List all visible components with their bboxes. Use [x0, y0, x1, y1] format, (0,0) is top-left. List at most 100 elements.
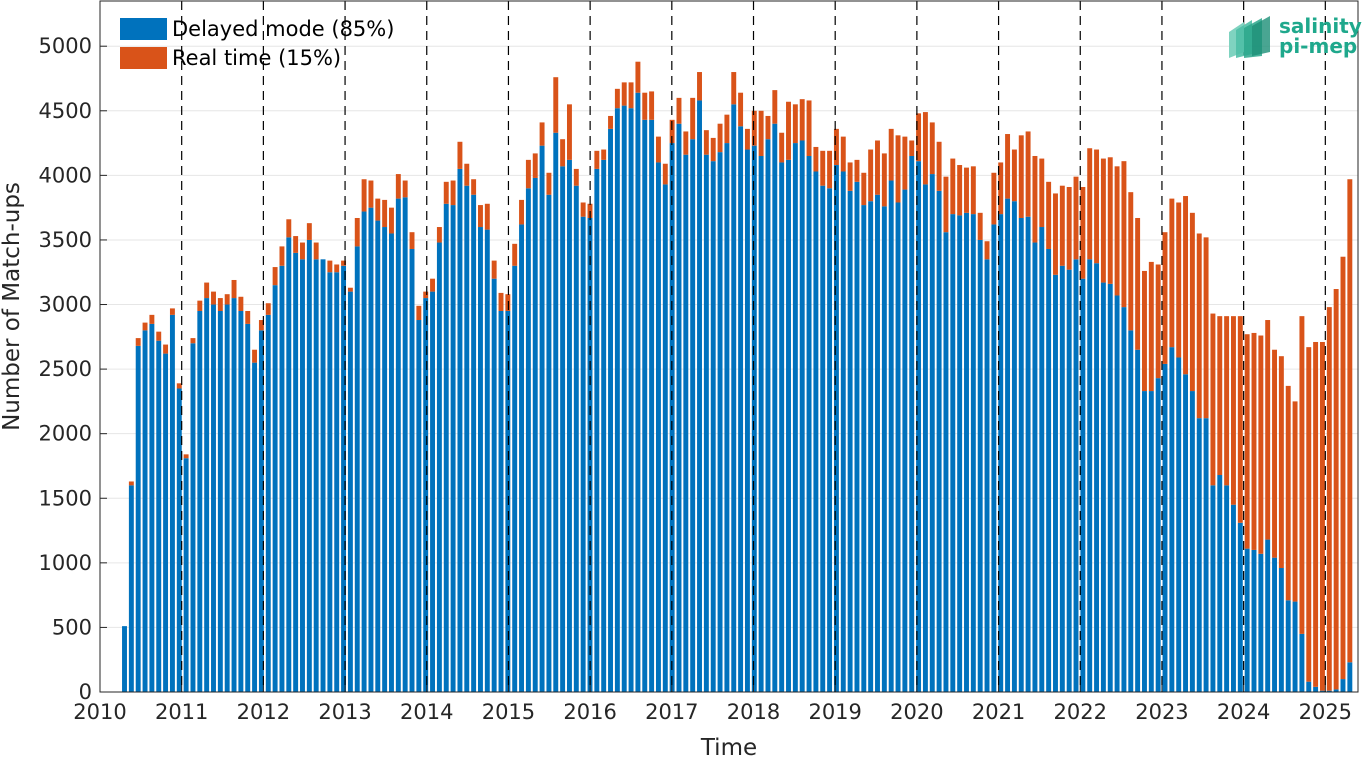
- bar-delayed: [525, 188, 531, 692]
- bar-realtime: [361, 179, 367, 212]
- bar-realtime: [875, 140, 880, 195]
- bar-realtime: [662, 163, 668, 185]
- bar-delayed: [991, 224, 997, 692]
- bar-realtime: [436, 227, 442, 243]
- bar-realtime: [833, 128, 839, 166]
- bar-realtime: [881, 153, 887, 207]
- logo-text-line2: pi-mep: [1279, 34, 1357, 58]
- logo-text-line1: salinity: [1279, 14, 1362, 38]
- bar-delayed: [183, 458, 189, 692]
- bar-delayed: [669, 143, 675, 692]
- bar-delayed: [389, 233, 394, 693]
- bar-realtime: [347, 287, 353, 292]
- bar-delayed: [1306, 681, 1312, 692]
- y-tick-label: 1500: [39, 486, 92, 510]
- bar-realtime: [176, 383, 182, 389]
- bar-delayed: [861, 205, 867, 692]
- bar-delayed: [1162, 363, 1168, 692]
- bar-realtime: [306, 223, 312, 240]
- bar-realtime: [156, 331, 162, 341]
- x-tick-label: 2014: [400, 700, 453, 724]
- bar-delayed: [1011, 201, 1017, 692]
- bar-realtime: [450, 180, 456, 206]
- bar-realtime: [1210, 313, 1216, 486]
- bar-delayed: [1347, 662, 1353, 692]
- bar-delayed: [1046, 248, 1052, 693]
- bar-realtime: [690, 97, 696, 140]
- bar-delayed: [635, 92, 641, 692]
- bar-realtime: [1066, 186, 1072, 270]
- year-separators: [181, 1, 1326, 692]
- bar-delayed: [1128, 330, 1134, 692]
- bar-delayed: [1292, 601, 1298, 692]
- bar-realtime: [382, 199, 388, 228]
- bar-delayed: [888, 180, 894, 692]
- bar-delayed: [608, 128, 613, 692]
- bar-delayed: [217, 310, 223, 692]
- bar-delayed: [1169, 347, 1175, 692]
- y-tick-label: 4000: [39, 163, 92, 187]
- bar-realtime: [847, 162, 853, 191]
- bar-delayed: [1059, 265, 1065, 692]
- bar-realtime: [1196, 233, 1202, 419]
- bar-realtime: [964, 167, 969, 213]
- bar-delayed: [649, 119, 655, 692]
- x-tick-label: 2015: [482, 700, 535, 724]
- bar-delayed: [601, 159, 607, 692]
- bar-delayed: [402, 197, 408, 692]
- bar-realtime: [190, 338, 196, 344]
- bar-realtime: [922, 112, 928, 185]
- bar-delayed: [327, 272, 333, 692]
- bar-delayed: [710, 161, 716, 692]
- bar-delayed: [957, 215, 963, 692]
- x-tick-label: 2016: [563, 700, 616, 724]
- bar-delayed: [122, 626, 127, 692]
- bar-realtime: [1258, 335, 1264, 554]
- bar-delayed: [156, 340, 162, 692]
- bar-realtime: [1306, 347, 1312, 682]
- bar-realtime: [840, 136, 846, 172]
- bar-realtime: [1011, 149, 1017, 202]
- bar-realtime: [703, 130, 709, 155]
- bar-realtime: [1203, 237, 1209, 419]
- bar-delayed: [1073, 259, 1079, 692]
- bar-realtime: [1265, 320, 1271, 540]
- x-tick-label: 2023: [1135, 700, 1188, 724]
- bar-delayed: [751, 145, 757, 692]
- bar-realtime: [573, 168, 579, 186]
- y-tick-label: 0: [79, 680, 92, 704]
- bar-realtime: [204, 282, 210, 299]
- bar-delayed: [382, 227, 388, 692]
- bar-delayed: [313, 259, 319, 692]
- legend-swatch-delayed: [120, 18, 167, 40]
- bar-delayed: [1217, 475, 1223, 692]
- bar-delayed: [744, 149, 750, 692]
- bar-realtime: [272, 267, 278, 286]
- bar-delayed: [1094, 263, 1100, 692]
- bar-realtime: [957, 165, 963, 216]
- bar-realtime: [1059, 185, 1065, 266]
- bar-realtime: [238, 296, 244, 311]
- bar-delayed: [676, 123, 682, 692]
- bar-delayed: [1326, 690, 1332, 692]
- bar-delayed: [1053, 274, 1058, 692]
- bar-delayed: [621, 105, 627, 693]
- bar-realtime: [587, 203, 593, 218]
- bar-realtime: [1224, 316, 1230, 486]
- bar-realtime: [149, 314, 155, 324]
- bar-realtime: [402, 180, 408, 198]
- bar-delayed: [1080, 278, 1086, 692]
- bar-delayed: [833, 165, 839, 692]
- y-tick-label: 4500: [39, 99, 92, 123]
- bar-realtime: [731, 72, 737, 105]
- bar-realtime: [231, 279, 237, 299]
- bar-realtime: [443, 181, 449, 204]
- bar-delayed: [1142, 391, 1147, 692]
- bar-delayed: [1025, 216, 1031, 692]
- bar-delayed: [306, 239, 312, 692]
- bar-delayed: [573, 185, 579, 692]
- bar-delayed: [1107, 283, 1113, 692]
- bar-delayed: [409, 248, 415, 693]
- legend-swatch-realtime: [120, 47, 167, 69]
- bar-realtime: [1340, 256, 1346, 680]
